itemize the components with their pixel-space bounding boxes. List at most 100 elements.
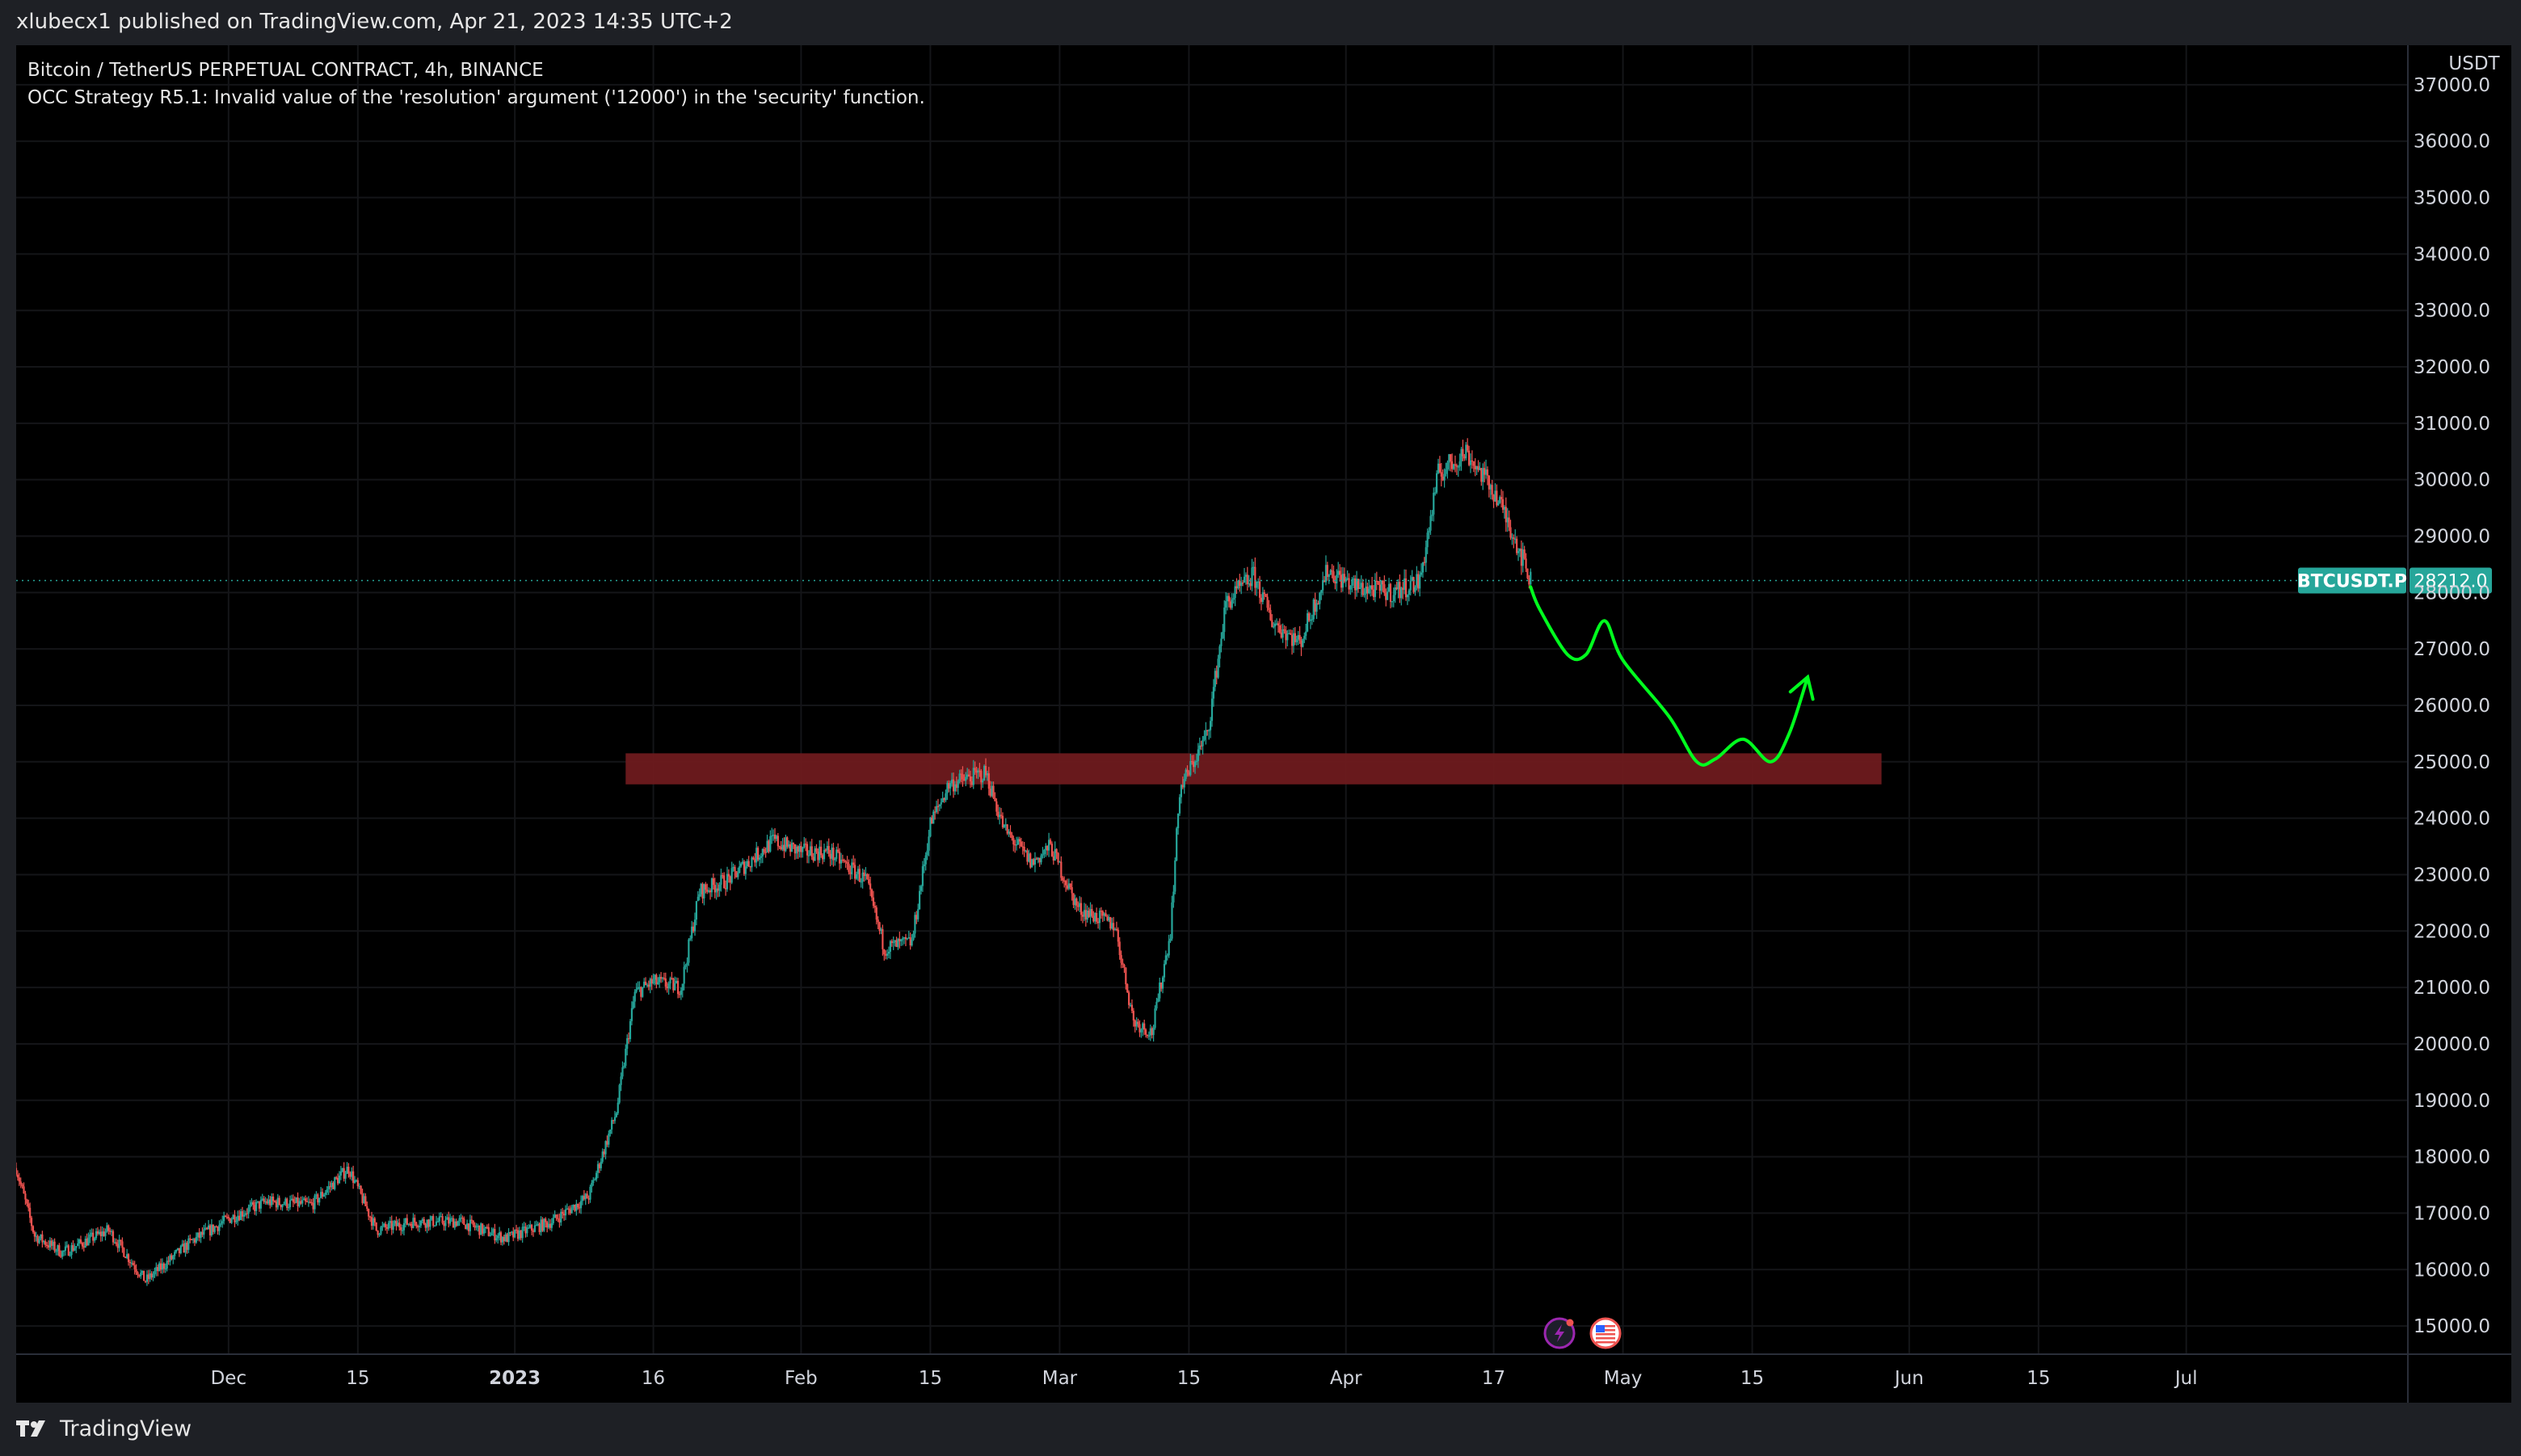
candle-body [258,1201,261,1209]
candle-body [473,1225,476,1228]
candle-body [574,1204,576,1211]
candle [174,1250,176,1260]
candle [608,1130,610,1148]
candle [809,841,811,856]
candle [206,1227,208,1231]
candle-body [175,1249,178,1252]
chart-frame[interactable]: BTCUSDT.P 28212.0 37000.0 36000.0 35000.0 34… [16,45,2511,1403]
candle [680,987,682,1000]
lightning-icon[interactable] [1543,1317,1576,1349]
candle-body [61,1251,64,1257]
candle-body [1193,761,1195,768]
candle [1292,627,1295,654]
candle-body [179,1245,182,1253]
candle [410,1222,413,1231]
candle-body [1285,630,1287,641]
candle [423,1217,425,1226]
candle-body [470,1219,473,1221]
candle [1337,562,1340,579]
candle [1353,575,1355,589]
candle [503,1235,505,1245]
candle [1186,765,1189,777]
candle [724,880,727,896]
chart-legend: Bitcoin / TetherUS PERPETUAL CONTRACT, 4… [27,57,925,112]
candle-body [490,1232,493,1236]
candle [948,780,950,793]
candle-body [1154,1008,1156,1029]
candle [907,930,910,939]
candle-body [672,978,675,991]
candle [244,1210,246,1217]
candle [1368,579,1370,595]
candle [259,1196,262,1214]
candle [758,854,761,867]
candle-body [1311,619,1313,621]
candle-body [275,1201,278,1208]
candle-body [95,1231,98,1239]
candle [381,1222,384,1231]
candle-body [569,1209,571,1214]
candle [1286,629,1289,647]
candle [1251,558,1253,591]
candle [1360,574,1362,597]
candle-body [790,843,793,852]
us-flag-icon[interactable] [1589,1317,1622,1349]
candle [225,1213,229,1220]
candle-body [589,1186,591,1200]
candle [70,1242,73,1259]
candle [207,1219,210,1230]
candle [123,1247,125,1258]
chart-canvas[interactable]: BTCUSDT.P 28212.0 37000.036000.035000.034… [16,45,2511,1403]
candle-body [241,1211,244,1217]
candle-body [1351,579,1353,586]
candle-body [497,1235,499,1239]
candle-body [62,1250,65,1252]
candle [780,840,782,851]
candle-body [43,1241,45,1243]
candle-body [693,919,697,932]
candle-body [392,1223,394,1231]
candle-body [1243,576,1246,583]
candle-body [174,1252,176,1256]
candle [1513,534,1515,549]
candle [372,1214,375,1230]
candle-body [1303,635,1306,639]
candle-body [983,765,986,781]
candle-body [897,939,899,948]
candle-body [1218,646,1221,659]
candle [855,871,858,881]
candle [1380,579,1383,595]
candle [1323,575,1326,583]
candle [239,1209,242,1221]
candle [1249,578,1252,591]
candle-body [1112,923,1115,931]
candle [18,1172,20,1186]
candle [1096,907,1098,924]
candle-body [1462,448,1464,457]
candle [574,1204,576,1212]
candle-body [1302,638,1304,647]
candle [1183,773,1185,794]
candle [924,852,927,871]
y-tick-label: 28000.0 [2414,583,2490,604]
candle [1403,569,1406,595]
candle [167,1256,170,1265]
candle-body [36,1235,39,1243]
candle [106,1222,108,1233]
candle [1452,463,1455,470]
candle [1517,548,1520,562]
candle-body [555,1214,558,1218]
candle-body [137,1272,139,1275]
tradingview-brand-text: TradingView [60,1416,192,1441]
candle-body [1185,769,1187,780]
candle [1079,896,1081,912]
candle-body [58,1245,61,1256]
candle [103,1227,105,1237]
candle [691,920,693,942]
candle [625,1044,627,1069]
candle [101,1226,103,1242]
y-tick-label: 34000.0 [2414,244,2490,265]
candle-body [1178,797,1181,814]
candle-body [912,933,915,941]
tradingview-brand[interactable]: TradingView [16,1412,191,1445]
